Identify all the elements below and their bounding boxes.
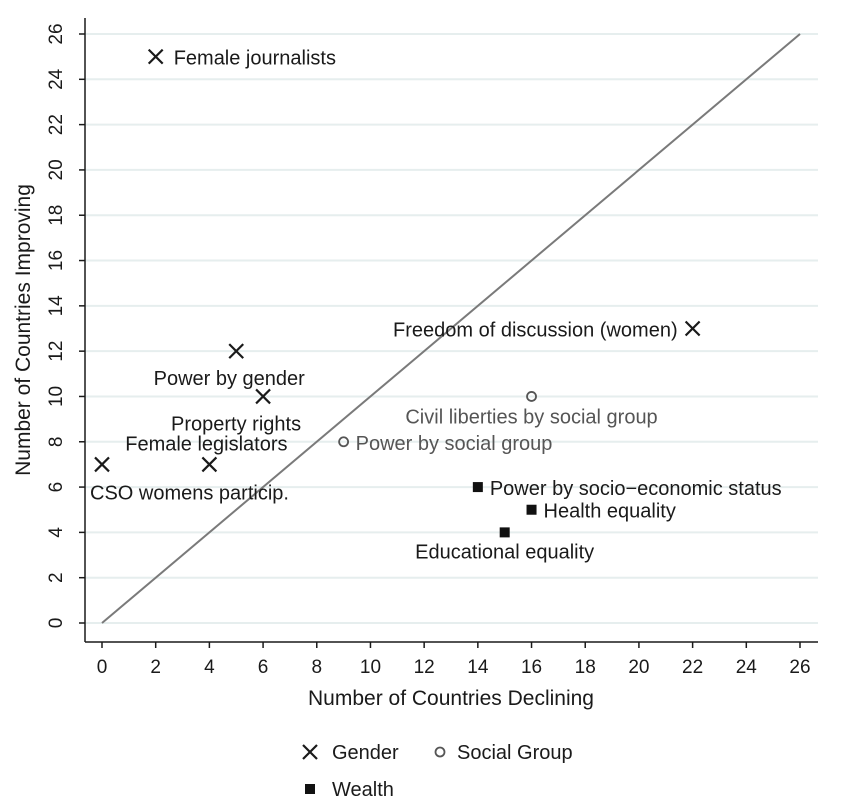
point-labels-layer: Female journalists Freedom of discussion … [90,48,782,564]
data-point [228,343,245,359]
x-tick-label: 16 [521,657,542,678]
legend-marker [305,784,315,794]
legend-marker [434,746,446,758]
point-label: Female journalists [174,48,336,70]
x-tick-label: 10 [360,657,381,678]
legend-label: Wealth [332,779,394,800]
y-tick-label: 14 [46,295,67,317]
data-point [472,482,483,493]
legend-item: Social Group [434,742,573,764]
data-point [201,456,218,473]
y-tick-label: 4 [46,527,67,538]
data-point [526,391,537,402]
point-label: Power by socio−economic status [490,478,782,500]
data-point [255,388,271,405]
x-tick-label: 8 [311,657,322,678]
data-point [684,320,701,337]
x-tick-label: 12 [414,657,435,678]
legend-label: Gender [332,742,399,764]
legend-item: Gender [302,742,399,764]
y-tick-label: 16 [46,250,67,271]
grid-layer [85,33,818,624]
x-tick-label: 20 [628,657,649,678]
reference-line-layer [101,33,801,624]
points-layer [94,48,701,538]
data-point [526,504,537,515]
x-tick-label: 14 [467,657,489,678]
x-axis-title: Number of Countries Declining [308,687,594,710]
y-tick-label: 6 [46,482,67,493]
point-label: Civil liberties by social group [405,406,657,428]
point-label: Educational equality [415,541,594,563]
data-point [338,436,350,448]
legend: Gender Social Group Wealth [302,742,573,800]
y-tick-label: 24 [46,68,67,90]
y-tick-label: 20 [46,159,67,180]
x-tick-label: 4 [204,657,215,678]
data-point [94,456,110,473]
point-label: Property rights [171,413,301,435]
point-label: Power by gender [154,368,306,390]
legend-item: Wealth [305,779,394,800]
x-tick-label: 22 [682,657,703,678]
point-label: Female legislators [125,433,287,455]
y-tick-label: 0 [46,618,67,629]
legend-label: Social Group [457,742,573,764]
y-tick-label: 18 [46,205,67,226]
data-point [499,527,510,538]
y-tick-label: 2 [46,572,67,583]
legend-marker [302,744,318,760]
x-tick-label: 26 [789,657,810,678]
x-tick-label: 0 [97,657,108,678]
point-label: CSO womens particip. [90,482,289,504]
point-label: Freedom of discussion (women) [393,320,678,342]
x-tick-label: 24 [736,657,758,678]
y-tick-label: 8 [46,436,67,447]
point-label: Health equality [544,501,676,523]
y-axis-title: Number of Countries Improving [12,184,35,476]
x-tick-label: 6 [258,657,269,678]
y-tick-label: 26 [46,23,67,44]
y-tick-label: 22 [46,114,67,135]
point-label: Power by social group [356,433,553,455]
x-tick-label: 18 [575,657,596,678]
y-tick-label: 10 [46,386,67,407]
reference-line [101,33,801,624]
data-point [147,48,164,65]
x-tick-label: 2 [150,657,161,678]
y-tick-label: 12 [46,341,67,362]
